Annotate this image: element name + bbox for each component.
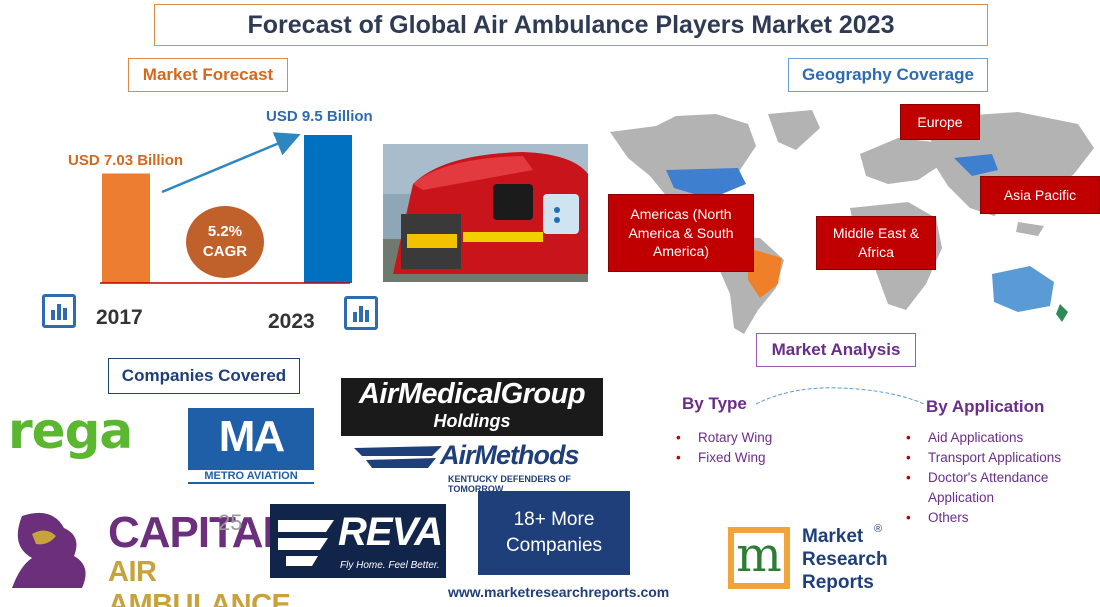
list-item: Others	[902, 508, 1096, 528]
amg-line2: Holdings	[433, 411, 511, 431]
market-research-reports-logo: m Market Research Reports ®	[724, 523, 904, 601]
by-application-heading: By Application	[926, 397, 1045, 416]
list-item: Aid Applications	[902, 428, 1096, 448]
market-forecast-label: Market Forecast	[128, 58, 288, 92]
page-title: Forecast of Global Air Ambulance Players…	[154, 4, 988, 46]
capital-line2: AIR AMBULANCE	[108, 556, 291, 607]
reva-wing-icon	[278, 520, 334, 566]
more-companies-line2: Companies	[505, 535, 603, 556]
by-type-heading: By Type	[682, 394, 747, 413]
helicopter-photo	[383, 144, 588, 282]
year-2017: 2017	[96, 306, 143, 329]
by-type-list: Rotary Wing Fixed Wing	[672, 428, 822, 468]
more-companies-box: 18+ More Companies	[478, 491, 630, 575]
region-asia-pacific: Asia Pacific	[980, 176, 1100, 214]
metro-aviation-mark: MA	[218, 412, 285, 461]
bar-2023	[304, 135, 352, 283]
air-medical-group-logo: AirMedicalGroup Holdings	[341, 378, 603, 436]
forecast-chart	[100, 132, 352, 284]
air-methods-tagline: KENTUCKY DEFENDERS OF TOMORROW	[448, 474, 571, 494]
analysis-connector	[755, 387, 925, 405]
geography-coverage-label: Geography Coverage	[788, 58, 988, 92]
mrr-logo-mark: m	[728, 527, 790, 589]
list-item: Fixed Wing	[672, 448, 822, 468]
list-item: Doctor's Attendance Application	[902, 468, 1096, 508]
mrr-letter: m	[736, 527, 782, 583]
region-europe: Europe	[900, 104, 980, 140]
region-americas: Americas (North America & South America)	[608, 194, 754, 272]
reva-logo: REVA Fly Home. Feel Better.	[270, 504, 446, 578]
bar-2017	[102, 173, 150, 283]
capital-line1: CAPITAL	[108, 508, 289, 557]
region-middle-east-africa: Middle East & Africa	[816, 216, 936, 270]
year-2023: 2023	[268, 310, 315, 333]
website-url[interactable]: www.marketresearchreports.com	[448, 584, 670, 600]
companies-covered-label: Companies Covered	[108, 358, 300, 394]
growth-arrow	[161, 132, 301, 194]
reva-name: REVA	[338, 510, 443, 554]
value-2017-label: USD 7.03 Billion	[68, 152, 184, 169]
cagr-label: CAGR	[202, 243, 248, 260]
market-analysis-label: Market Analysis	[756, 333, 916, 367]
list-item: Transport Applications	[902, 448, 1096, 468]
capital-years: 25	[218, 510, 243, 535]
air-methods-name: AirMethods	[440, 440, 579, 470]
value-2023-label: USD 9.5 Billion	[266, 108, 373, 125]
air-methods-logo: AirMethods KENTUCKY DEFENDERS OF TOMORRO…	[352, 440, 596, 494]
by-application-list: Aid Applications Transport Applications …	[902, 428, 1096, 528]
metro-aviation-logo: MA METRO AVIATION	[188, 408, 314, 484]
bar-chart-icon	[344, 296, 378, 330]
capital-air-ambulance-logo: CAPITAL 25 AIR AMBULANCE	[2, 506, 291, 607]
metro-aviation-text: METRO AVIATION	[188, 470, 314, 482]
mrr-line1: Market	[802, 526, 864, 547]
air-methods-swoosh-icon	[354, 446, 442, 468]
more-companies-line1: 18+ More	[513, 509, 595, 531]
amg-line1: AirMedicalGroup	[358, 378, 586, 410]
reva-tagline: Fly Home. Feel Better.	[340, 560, 440, 571]
lion-crest-icon	[12, 512, 86, 588]
cagr-value: 5.2%	[207, 222, 243, 240]
mrr-line3: Reports	[802, 572, 874, 593]
rega-logo: rega	[8, 402, 133, 460]
mrr-wordmark: Market Research Reports	[802, 525, 888, 594]
mrr-line2: Research	[802, 549, 888, 570]
registered-mark: ®	[874, 523, 883, 535]
bar-chart-icon	[42, 294, 76, 328]
list-item: Rotary Wing	[672, 428, 822, 448]
cagr-badge: 5.2% CAGR	[186, 206, 264, 278]
